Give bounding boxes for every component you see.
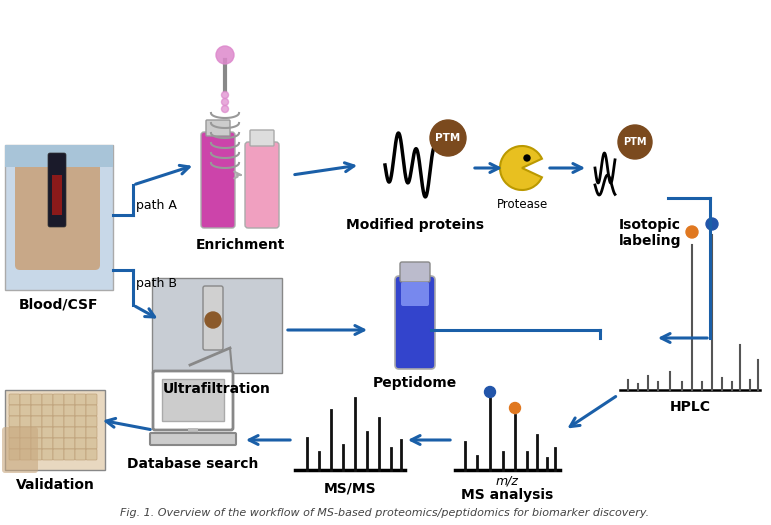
FancyBboxPatch shape xyxy=(9,405,20,416)
FancyBboxPatch shape xyxy=(153,371,233,430)
FancyBboxPatch shape xyxy=(42,394,53,405)
Text: Enrichment: Enrichment xyxy=(195,238,284,252)
FancyBboxPatch shape xyxy=(75,449,86,460)
Circle shape xyxy=(706,218,718,230)
Circle shape xyxy=(221,106,228,112)
FancyBboxPatch shape xyxy=(75,416,86,427)
FancyBboxPatch shape xyxy=(5,145,113,290)
FancyBboxPatch shape xyxy=(9,427,20,438)
FancyBboxPatch shape xyxy=(86,405,97,416)
FancyBboxPatch shape xyxy=(15,160,100,270)
FancyBboxPatch shape xyxy=(2,427,38,473)
FancyBboxPatch shape xyxy=(48,153,66,227)
Circle shape xyxy=(524,155,530,161)
Text: PTM: PTM xyxy=(623,137,647,147)
FancyBboxPatch shape xyxy=(20,449,31,460)
FancyBboxPatch shape xyxy=(188,428,198,434)
Text: m/z: m/z xyxy=(496,475,518,488)
FancyBboxPatch shape xyxy=(206,120,230,136)
FancyBboxPatch shape xyxy=(162,379,224,421)
Text: Peptidome: Peptidome xyxy=(373,376,457,390)
FancyBboxPatch shape xyxy=(75,394,86,405)
FancyBboxPatch shape xyxy=(86,427,97,438)
FancyBboxPatch shape xyxy=(75,405,86,416)
FancyBboxPatch shape xyxy=(5,145,113,167)
Wedge shape xyxy=(500,146,542,190)
FancyBboxPatch shape xyxy=(75,438,86,449)
FancyBboxPatch shape xyxy=(250,130,274,146)
FancyBboxPatch shape xyxy=(395,276,435,369)
Text: Validation: Validation xyxy=(15,478,94,492)
Text: Ultrafiltration: Ultrafiltration xyxy=(163,382,271,396)
FancyBboxPatch shape xyxy=(53,405,64,416)
FancyBboxPatch shape xyxy=(64,405,75,416)
FancyBboxPatch shape xyxy=(31,449,42,460)
FancyBboxPatch shape xyxy=(20,416,31,427)
FancyBboxPatch shape xyxy=(203,286,223,350)
FancyBboxPatch shape xyxy=(400,262,430,282)
FancyBboxPatch shape xyxy=(64,416,75,427)
FancyBboxPatch shape xyxy=(401,282,429,306)
Circle shape xyxy=(686,226,698,238)
FancyBboxPatch shape xyxy=(31,438,42,449)
FancyBboxPatch shape xyxy=(64,427,75,438)
Text: MS/MS: MS/MS xyxy=(324,482,376,496)
FancyBboxPatch shape xyxy=(86,394,97,405)
FancyBboxPatch shape xyxy=(31,427,42,438)
FancyBboxPatch shape xyxy=(9,438,20,449)
FancyBboxPatch shape xyxy=(152,278,282,373)
Circle shape xyxy=(484,386,496,397)
FancyBboxPatch shape xyxy=(31,405,42,416)
Circle shape xyxy=(221,99,228,106)
FancyBboxPatch shape xyxy=(64,449,75,460)
Text: Protease: Protease xyxy=(497,198,547,211)
Circle shape xyxy=(216,46,234,64)
FancyBboxPatch shape xyxy=(86,416,97,427)
Text: path B: path B xyxy=(136,277,177,289)
FancyBboxPatch shape xyxy=(42,449,53,460)
FancyBboxPatch shape xyxy=(9,394,20,405)
FancyBboxPatch shape xyxy=(64,438,75,449)
FancyBboxPatch shape xyxy=(20,427,31,438)
Circle shape xyxy=(221,91,228,99)
FancyBboxPatch shape xyxy=(53,427,64,438)
FancyBboxPatch shape xyxy=(42,416,53,427)
FancyBboxPatch shape xyxy=(86,449,97,460)
Text: PTM: PTM xyxy=(436,133,460,143)
FancyBboxPatch shape xyxy=(53,438,64,449)
FancyBboxPatch shape xyxy=(20,405,31,416)
FancyBboxPatch shape xyxy=(20,394,31,405)
FancyBboxPatch shape xyxy=(9,416,20,427)
Text: HPLC: HPLC xyxy=(669,400,711,414)
FancyBboxPatch shape xyxy=(31,416,42,427)
Text: Modified proteins: Modified proteins xyxy=(346,218,484,232)
Circle shape xyxy=(618,125,652,159)
FancyBboxPatch shape xyxy=(53,449,64,460)
Text: Database search: Database search xyxy=(127,457,259,471)
FancyBboxPatch shape xyxy=(86,438,97,449)
FancyBboxPatch shape xyxy=(53,416,64,427)
FancyBboxPatch shape xyxy=(5,390,105,470)
Text: Fig. 1. Overview of the workflow of MS-based proteomics/peptidomics for biomarke: Fig. 1. Overview of the workflow of MS-b… xyxy=(120,508,649,518)
FancyBboxPatch shape xyxy=(52,175,62,215)
FancyBboxPatch shape xyxy=(201,132,235,228)
FancyBboxPatch shape xyxy=(64,394,75,405)
Circle shape xyxy=(430,120,466,156)
FancyBboxPatch shape xyxy=(75,427,86,438)
Text: MS analysis: MS analysis xyxy=(461,488,553,502)
FancyBboxPatch shape xyxy=(31,394,42,405)
FancyBboxPatch shape xyxy=(150,433,236,445)
FancyBboxPatch shape xyxy=(42,405,53,416)
Circle shape xyxy=(510,403,520,414)
Text: path A: path A xyxy=(136,198,177,212)
FancyBboxPatch shape xyxy=(42,427,53,438)
FancyBboxPatch shape xyxy=(245,142,279,228)
FancyBboxPatch shape xyxy=(9,449,20,460)
Circle shape xyxy=(205,312,221,328)
Text: Blood/CSF: Blood/CSF xyxy=(19,298,99,312)
FancyBboxPatch shape xyxy=(42,438,53,449)
Text: Isotopic
labeling: Isotopic labeling xyxy=(619,218,682,248)
FancyBboxPatch shape xyxy=(53,394,64,405)
FancyBboxPatch shape xyxy=(20,438,31,449)
